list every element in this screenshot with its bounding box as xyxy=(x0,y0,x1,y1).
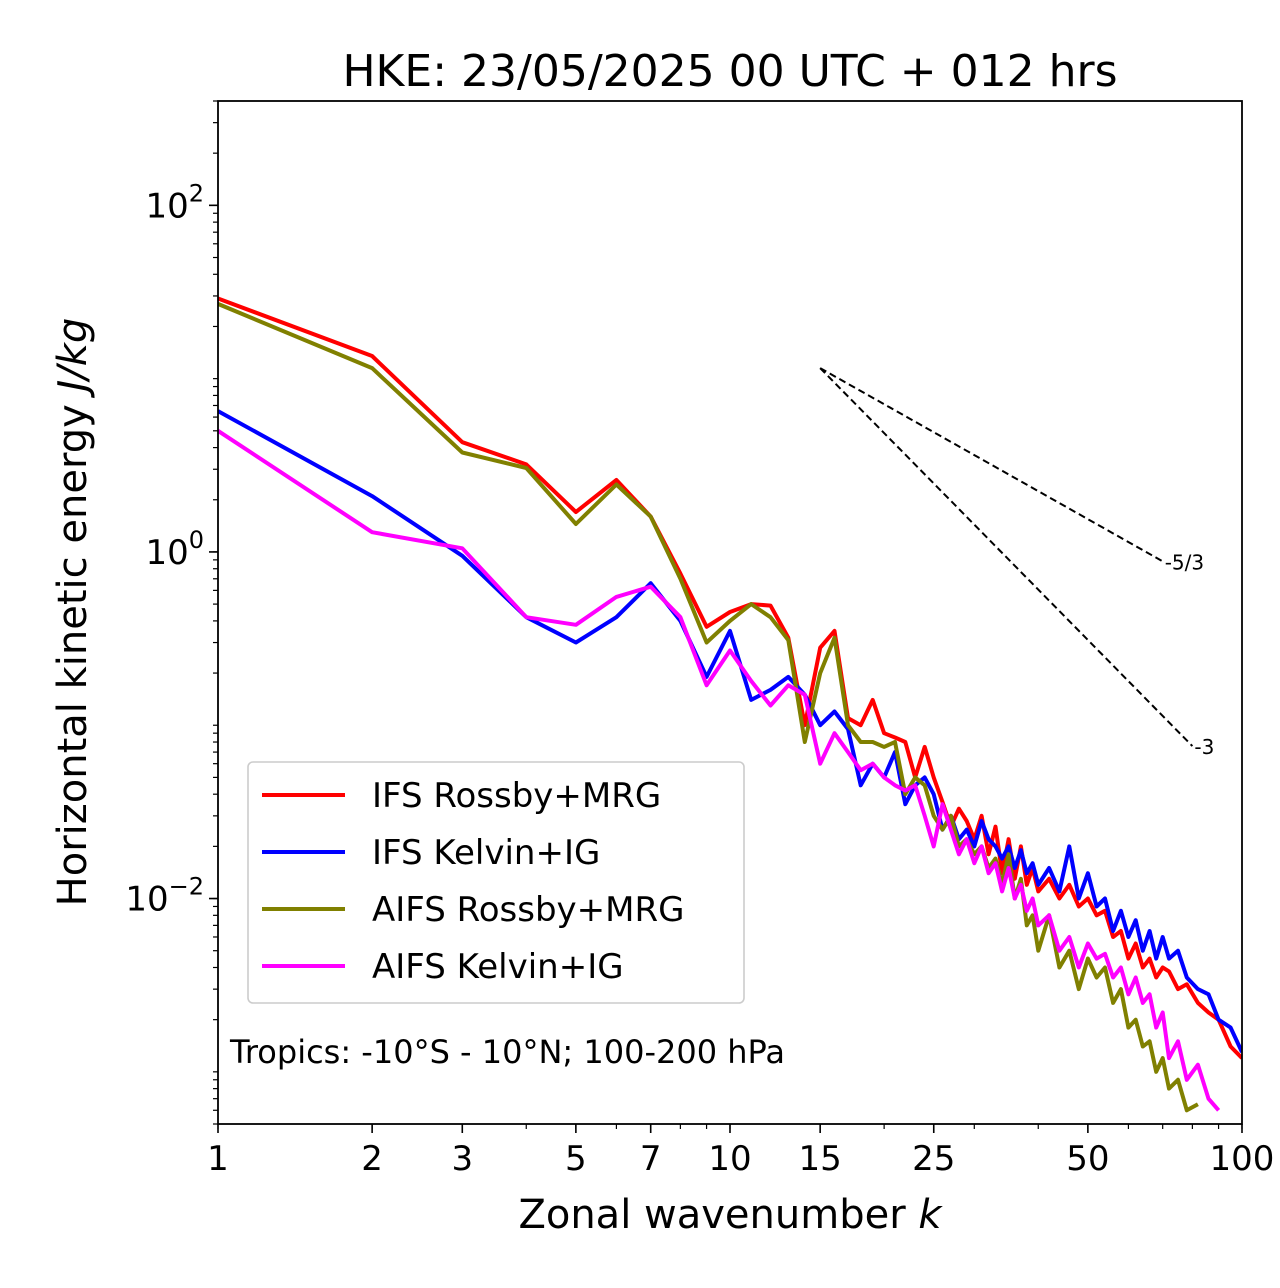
reference-line-minus-5-3 xyxy=(819,367,1164,563)
series-line-aifs-rossby-mrg xyxy=(218,302,1199,1113)
plot-frame xyxy=(217,100,1243,1125)
reference-slope-lines xyxy=(819,367,1194,747)
y-tick-label: 100 xyxy=(145,526,204,573)
x-axis-label: Zonal wavenumber k xyxy=(518,1192,943,1238)
x-tick-label: 100 xyxy=(1210,1139,1275,1179)
x-tick-label: 2 xyxy=(361,1139,383,1179)
y-tick-label: 102 xyxy=(145,179,204,226)
x-tick-label: 15 xyxy=(799,1139,842,1179)
legend-label-aifs-kelvin: AIFS Kelvin+IG xyxy=(372,947,624,987)
series-lines xyxy=(218,296,1242,1113)
region-annotation: Tropics: -10°S - 10°N; 100-200 hPa xyxy=(229,1033,785,1071)
y-tick-label: 10−2 xyxy=(125,873,204,920)
x-axis-label-symbol: k xyxy=(918,1192,943,1238)
y-axis-label: Horizontal kinetic energy J/kg xyxy=(50,318,96,907)
legend: IFS Rossby+MRG IFS Kelvin+IG AIFS Rossby… xyxy=(247,761,745,1004)
reference-line-label: -5/3 xyxy=(1165,550,1204,574)
legend-label-ifs-rossby: IFS Rossby+MRG xyxy=(372,776,661,816)
legend-label-ifs-kelvin: IFS Kelvin+IG xyxy=(372,833,600,873)
x-axis-ticks: 1 2 3 5 7 10 15 25 50 100 xyxy=(207,1124,1274,1179)
series-line-aifs-kelvin-ig xyxy=(218,429,1221,1112)
reference-line-label: -3 xyxy=(1194,735,1214,759)
x-tick-label: 10 xyxy=(708,1139,751,1179)
reference-line-minus-3 xyxy=(819,367,1194,747)
x-tick-label: 50 xyxy=(1066,1139,1109,1179)
plot-area xyxy=(218,296,1242,1113)
y-axis-ticks: 10−2 100 102 xyxy=(125,100,218,1125)
legend-box xyxy=(247,761,745,1004)
x-tick-label: 3 xyxy=(451,1139,473,1179)
chart-title: HKE: 23/05/2025 00 UTC + 012 hrs xyxy=(342,46,1117,97)
series-line-ifs-kelvin-ig xyxy=(218,409,1242,1053)
series-line-ifs-rossby-mrg xyxy=(218,296,1242,1060)
legend-label-aifs-rossby: AIFS Rossby+MRG xyxy=(372,890,684,930)
x-tick-label: 7 xyxy=(640,1139,662,1179)
x-tick-label: 5 xyxy=(565,1139,587,1179)
y-axis-label-units: J/kg xyxy=(50,318,96,399)
x-tick-label: 25 xyxy=(912,1139,955,1179)
x-tick-label: 1 xyxy=(207,1139,229,1179)
reference-slope-labels: -5/3 -3 xyxy=(1165,550,1215,759)
x-axis-label-text: Zonal wavenumber xyxy=(518,1192,906,1238)
y-axis-label-text: Horizontal kinetic energy xyxy=(50,404,96,906)
